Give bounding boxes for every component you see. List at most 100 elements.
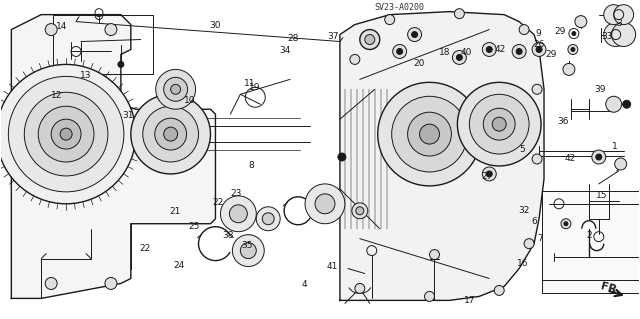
Text: 42: 42 <box>494 45 506 55</box>
Circle shape <box>156 70 196 109</box>
Circle shape <box>45 278 57 289</box>
Circle shape <box>614 5 634 25</box>
Circle shape <box>571 48 575 51</box>
Text: 22: 22 <box>212 198 223 207</box>
Text: 37: 37 <box>327 32 339 41</box>
Text: 19: 19 <box>248 83 260 92</box>
Circle shape <box>424 292 435 301</box>
Text: 40: 40 <box>461 48 472 57</box>
Circle shape <box>51 119 81 149</box>
Circle shape <box>338 153 346 161</box>
Circle shape <box>623 100 630 108</box>
Circle shape <box>532 84 542 94</box>
Circle shape <box>315 194 335 214</box>
Circle shape <box>60 128 72 140</box>
Circle shape <box>392 96 467 172</box>
Circle shape <box>458 82 541 166</box>
Circle shape <box>171 84 180 94</box>
Text: 21: 21 <box>169 207 180 216</box>
Bar <box>53 15 153 74</box>
Text: 6: 6 <box>531 217 537 226</box>
Text: 7: 7 <box>538 234 543 243</box>
Circle shape <box>561 219 571 229</box>
Circle shape <box>350 55 360 64</box>
Circle shape <box>564 222 568 226</box>
Circle shape <box>614 158 627 170</box>
Text: 3: 3 <box>616 19 622 28</box>
Text: 13: 13 <box>80 71 92 80</box>
Text: 38: 38 <box>222 231 234 240</box>
Circle shape <box>355 284 365 293</box>
Circle shape <box>24 92 108 176</box>
Text: 14: 14 <box>56 22 68 31</box>
Text: 39: 39 <box>595 85 606 94</box>
Polygon shape <box>12 15 216 298</box>
Circle shape <box>408 112 451 156</box>
Text: 23: 23 <box>230 189 241 198</box>
Circle shape <box>486 47 492 52</box>
Circle shape <box>385 15 395 25</box>
Circle shape <box>604 23 628 47</box>
Circle shape <box>519 25 529 34</box>
Circle shape <box>365 34 375 45</box>
Text: 32: 32 <box>518 206 529 215</box>
Circle shape <box>604 5 623 25</box>
Circle shape <box>8 76 124 192</box>
Text: 12: 12 <box>51 92 63 100</box>
Polygon shape <box>340 12 544 300</box>
Circle shape <box>45 24 57 35</box>
Text: 4: 4 <box>301 280 307 289</box>
Circle shape <box>563 63 575 75</box>
Circle shape <box>532 154 542 164</box>
Circle shape <box>454 9 465 19</box>
Text: 26: 26 <box>533 40 544 49</box>
Bar <box>542 191 640 293</box>
Circle shape <box>532 42 546 56</box>
Circle shape <box>105 24 117 35</box>
Text: 31: 31 <box>122 111 133 120</box>
Circle shape <box>408 27 422 41</box>
Circle shape <box>456 55 462 60</box>
Text: 11: 11 <box>244 79 255 88</box>
Circle shape <box>494 286 504 295</box>
Text: 15: 15 <box>596 190 607 200</box>
Text: 29: 29 <box>545 50 556 59</box>
Text: 22: 22 <box>139 244 150 253</box>
Circle shape <box>536 47 542 52</box>
Circle shape <box>452 50 467 64</box>
Text: 10: 10 <box>184 96 195 105</box>
Circle shape <box>305 184 345 224</box>
Circle shape <box>592 150 605 164</box>
Circle shape <box>352 203 368 219</box>
Circle shape <box>512 45 526 58</box>
Text: 5: 5 <box>520 145 525 154</box>
Circle shape <box>516 48 522 55</box>
Circle shape <box>483 108 515 140</box>
Circle shape <box>229 205 247 223</box>
Text: 35: 35 <box>241 241 252 250</box>
Circle shape <box>483 167 496 181</box>
Circle shape <box>486 171 492 177</box>
Text: 17: 17 <box>464 296 476 305</box>
Circle shape <box>568 45 578 55</box>
Text: 34: 34 <box>279 46 291 56</box>
Circle shape <box>360 30 380 49</box>
Circle shape <box>612 23 636 47</box>
Circle shape <box>131 94 211 174</box>
Circle shape <box>524 239 534 249</box>
Text: 18: 18 <box>439 48 451 57</box>
Text: 41: 41 <box>327 262 339 271</box>
Text: 28: 28 <box>287 34 299 43</box>
Circle shape <box>164 127 178 141</box>
Circle shape <box>38 106 94 162</box>
Text: 8: 8 <box>248 161 254 170</box>
Circle shape <box>420 124 440 144</box>
Circle shape <box>220 196 256 232</box>
Circle shape <box>412 32 417 38</box>
Circle shape <box>164 78 188 101</box>
Text: 9: 9 <box>536 29 541 38</box>
Circle shape <box>572 32 576 35</box>
Circle shape <box>393 45 406 58</box>
Text: 24: 24 <box>173 261 184 271</box>
Text: 25: 25 <box>188 222 200 231</box>
